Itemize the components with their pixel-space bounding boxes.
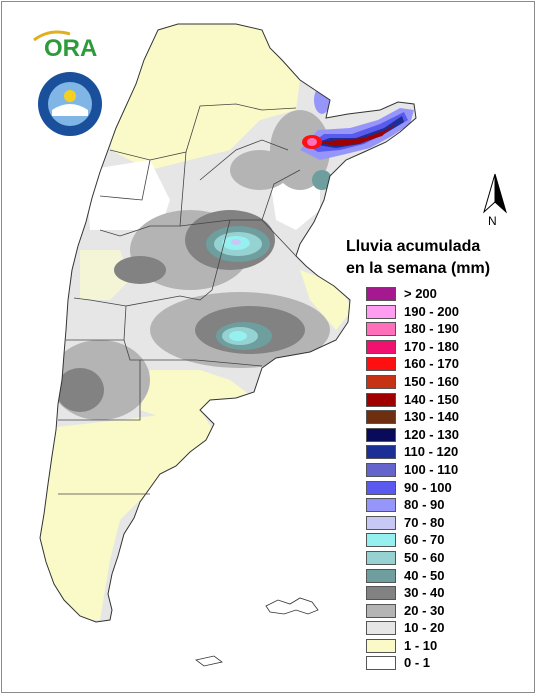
smn-seal bbox=[38, 72, 102, 136]
seal-cloud-icon bbox=[52, 104, 88, 116]
legend-label: 10 - 20 bbox=[404, 620, 445, 636]
legend-swatch bbox=[366, 410, 396, 425]
legend-swatch bbox=[366, 480, 396, 495]
islas-malvinas bbox=[265, 597, 319, 615]
rain-zone-misiones-140 bbox=[318, 124, 396, 146]
legend-label: 80 - 90 bbox=[404, 497, 445, 513]
legend-label: 130 - 140 bbox=[404, 409, 459, 425]
legend-label: 40 - 50 bbox=[404, 567, 445, 583]
legend-title-line2: en la semana (mm) bbox=[346, 260, 491, 277]
legend-swatch bbox=[366, 392, 396, 407]
legend-label: 160 - 170 bbox=[404, 356, 459, 372]
rain-zone-central-south bbox=[140, 370, 250, 420]
legend-label: 170 - 180 bbox=[404, 338, 459, 354]
legend-swatch bbox=[366, 568, 396, 583]
rain-zone-misiones-180 bbox=[307, 138, 317, 146]
rain-zone-pampa-60 bbox=[229, 331, 247, 341]
tierra-del-fuego bbox=[195, 655, 223, 667]
rain-zone-cuyo bbox=[80, 250, 130, 300]
rain-zone-north bbox=[110, 24, 300, 170]
ora-logo-text: ORA bbox=[44, 35, 97, 60]
legend-label: 150 - 160 bbox=[404, 373, 459, 389]
legend-swatch bbox=[366, 287, 396, 301]
legend-swatch bbox=[366, 304, 396, 319]
country-border bbox=[39, 23, 417, 623]
rain-zone-south bbox=[40, 410, 220, 620]
legend-swatch bbox=[366, 638, 396, 653]
legend-swatch bbox=[366, 339, 396, 354]
legend-label: 100 - 110 bbox=[404, 461, 459, 477]
rain-zone-chaco-grey bbox=[230, 150, 290, 190]
legend-label: 0 - 1 bbox=[404, 655, 431, 671]
rain-zone-northwest-dry bbox=[86, 160, 170, 230]
legend-swatch bbox=[366, 621, 396, 636]
legend-swatch bbox=[366, 322, 396, 337]
legend-label: 60 - 70 bbox=[404, 532, 445, 548]
rain-zone-corrientes-40 bbox=[312, 170, 332, 190]
ora-swoosh-icon bbox=[33, 30, 71, 42]
province-borders bbox=[58, 103, 301, 495]
legend-swatch bbox=[366, 462, 396, 477]
legend-label: 190 - 200 bbox=[404, 303, 459, 319]
seal-sun-icon bbox=[64, 90, 76, 102]
rain-zone-west-dark bbox=[114, 256, 166, 284]
legend-swatch bbox=[366, 515, 396, 530]
legend-title-line1: Lluvia acumulada bbox=[346, 238, 481, 255]
north-label: N bbox=[488, 214, 497, 228]
legend-swatch bbox=[366, 533, 396, 548]
legend-label: 120 - 130 bbox=[404, 426, 459, 442]
legend-swatch bbox=[366, 656, 396, 671]
rain-zone-center-70 bbox=[231, 239, 241, 245]
legend-label: 70 - 80 bbox=[404, 514, 445, 530]
legend-label: 1 - 10 bbox=[404, 637, 438, 653]
legend-label: 110 - 120 bbox=[404, 444, 459, 460]
rainfall-fields bbox=[40, 24, 414, 620]
legend-label: 140 - 150 bbox=[404, 391, 459, 407]
legend-swatch bbox=[366, 603, 396, 618]
legend-swatch bbox=[366, 445, 396, 460]
legend-label: 30 - 40 bbox=[404, 585, 445, 601]
legend-label: 20 - 30 bbox=[404, 602, 445, 618]
legend-swatch bbox=[366, 498, 396, 513]
legend-label: 180 - 190 bbox=[404, 321, 459, 337]
legend-label: > 200 bbox=[404, 286, 437, 301]
north-arrow-icon bbox=[483, 173, 507, 214]
rain-zone-misiones-110 bbox=[312, 116, 404, 148]
legend-label: 90 - 100 bbox=[404, 479, 452, 495]
legend-label: 50 - 60 bbox=[404, 549, 445, 565]
legend-swatch bbox=[366, 550, 396, 565]
legend-swatch bbox=[366, 357, 396, 372]
ora-logo: ORA bbox=[33, 30, 97, 60]
legend-swatch bbox=[366, 374, 396, 389]
rain-zone-patagonia-dark bbox=[56, 368, 104, 412]
legend-swatch bbox=[366, 427, 396, 442]
legend-swatch bbox=[366, 586, 396, 601]
legend-title: Lluvia acumulada en la semana (mm) bbox=[346, 236, 490, 280]
